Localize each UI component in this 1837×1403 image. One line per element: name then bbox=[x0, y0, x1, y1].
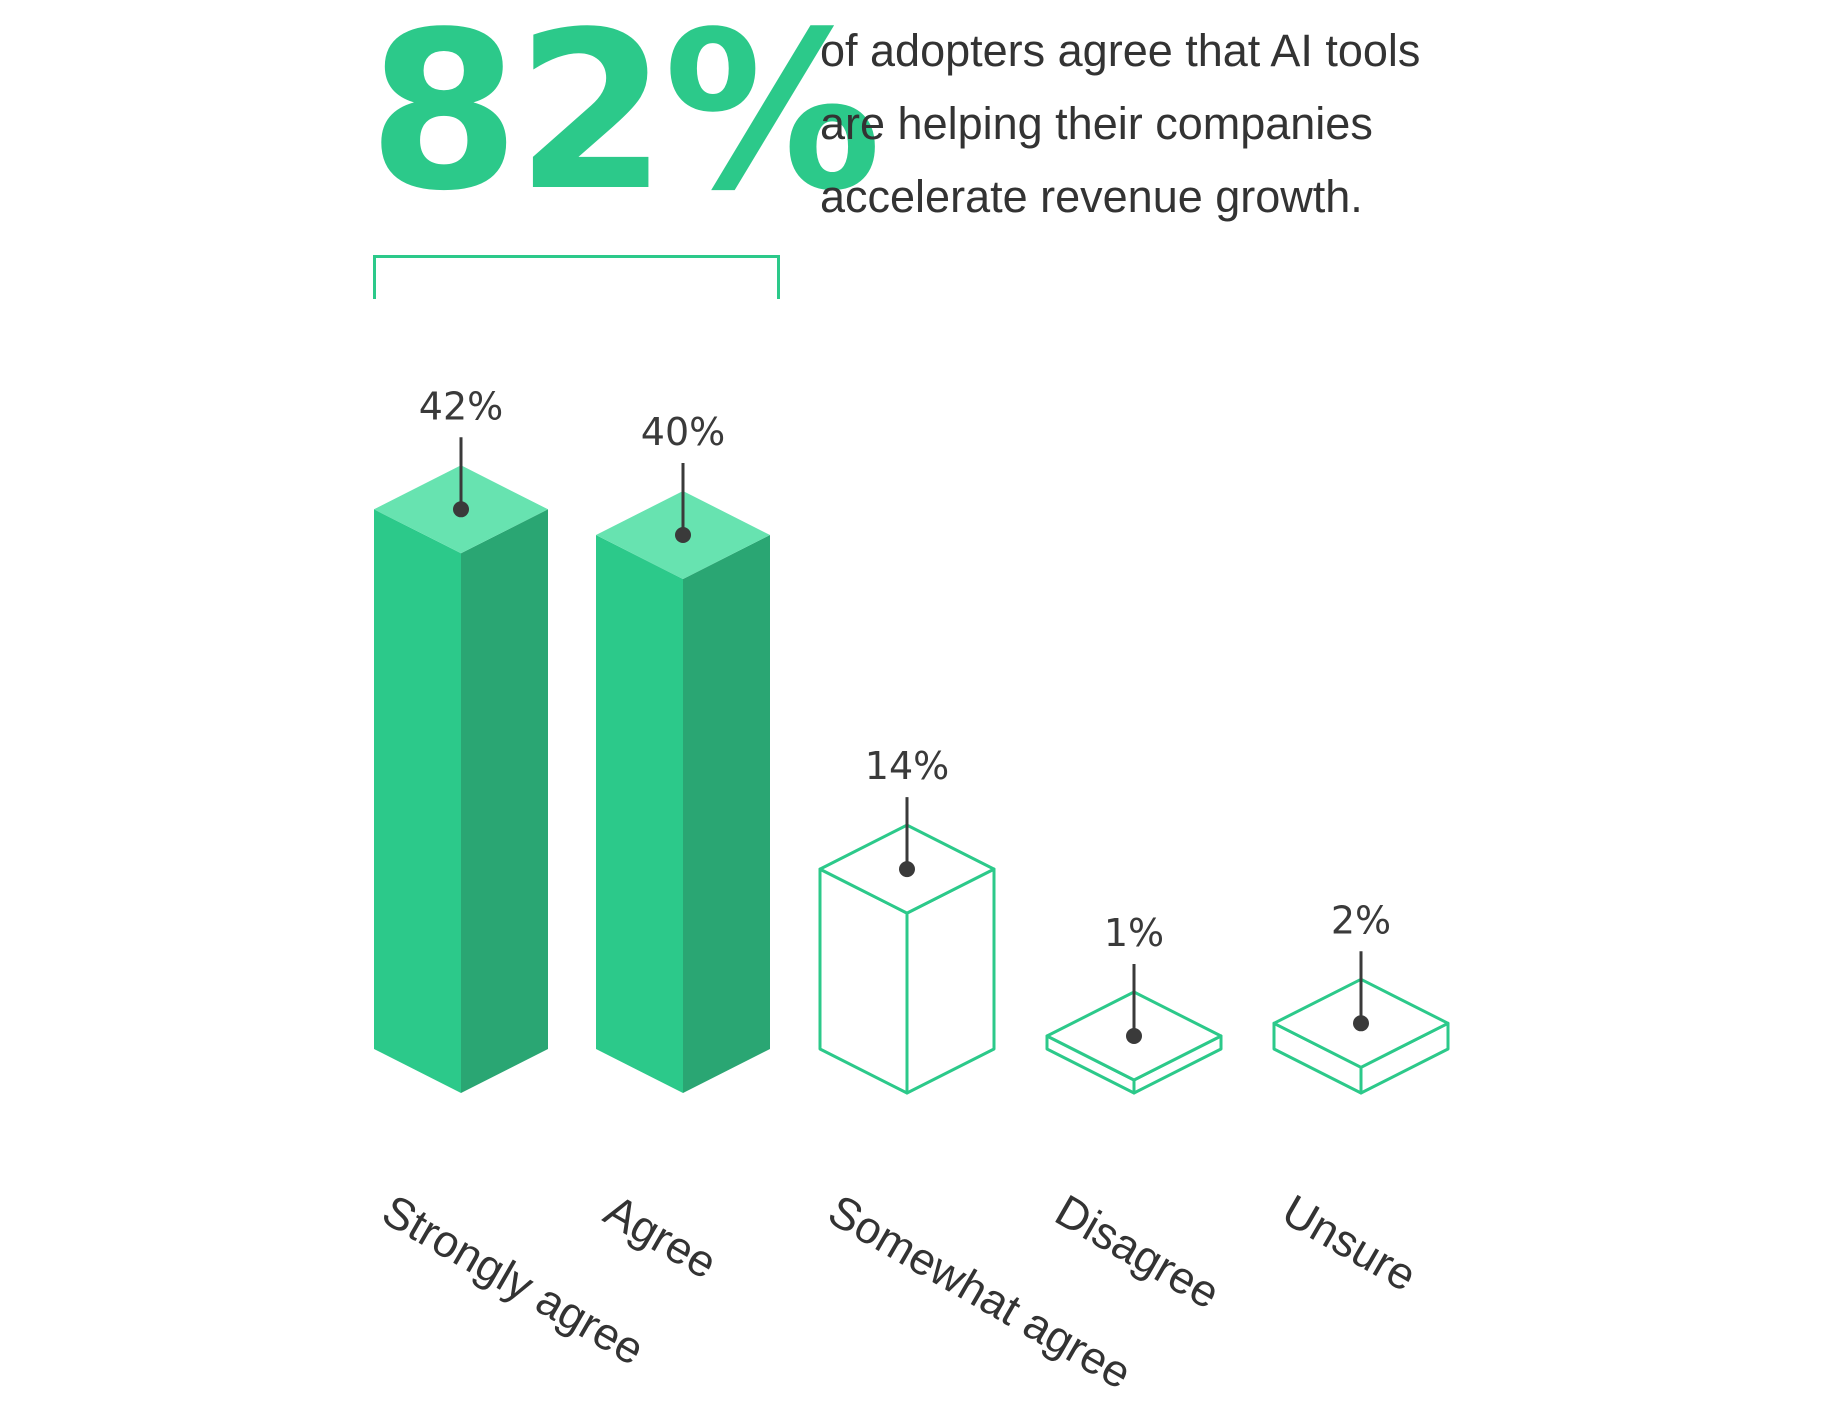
value-marker-dot bbox=[899, 861, 915, 878]
description-line-2: are helping their companies bbox=[820, 98, 1373, 149]
value-marker-dot bbox=[675, 527, 691, 543]
bar-4: 1% Disagree bbox=[1045, 911, 1228, 1319]
bar-2: 40% Agree bbox=[596, 410, 770, 1289]
value-label: 14% bbox=[865, 744, 949, 788]
headline-description: of adopters agree that AI tools are help… bbox=[820, 14, 1540, 233]
value-label: 40% bbox=[641, 410, 725, 454]
headline-percentage: 82% bbox=[368, 0, 882, 239]
description-line-1: of adopters agree that AI tools bbox=[820, 25, 1421, 76]
bar-front-right-face bbox=[461, 509, 548, 1093]
value-label: 2% bbox=[1331, 898, 1391, 942]
value-label: 42% bbox=[419, 384, 503, 428]
description-line-3: accelerate revenue growth. bbox=[820, 171, 1363, 222]
bar-front-right-face bbox=[683, 535, 770, 1093]
category-label: Disagree bbox=[1047, 1184, 1228, 1318]
bar-5: 2% Unsure bbox=[1272, 898, 1450, 1301]
bar-front-left-face bbox=[374, 509, 461, 1093]
value-marker-dot bbox=[1126, 1028, 1142, 1044]
category-label: Agree bbox=[596, 1184, 726, 1288]
bracket-line bbox=[373, 255, 780, 299]
bar-front-left-face bbox=[596, 535, 683, 1093]
value-label: 1% bbox=[1104, 911, 1164, 955]
headline-bracket bbox=[373, 255, 780, 299]
value-marker-dot bbox=[453, 501, 469, 518]
category-label: Unsure bbox=[1274, 1184, 1425, 1301]
value-marker-dot bbox=[1353, 1015, 1369, 1032]
